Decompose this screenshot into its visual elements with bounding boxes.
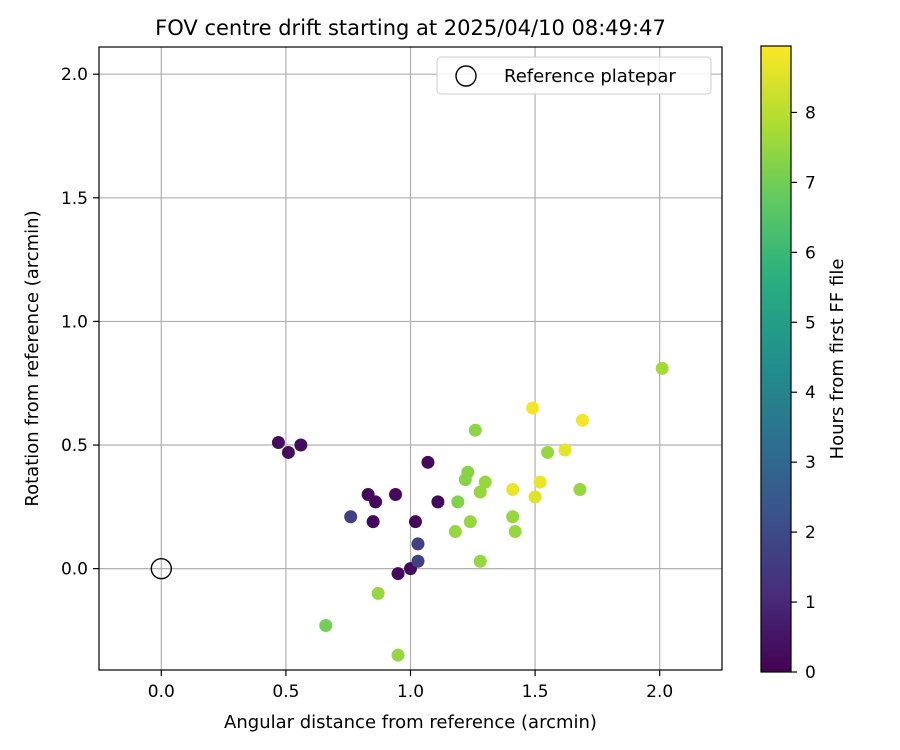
y-tick-label: 0.5 [61,436,88,456]
colorbar-label: Hours from first FF file [827,259,848,460]
data-point [526,401,540,415]
legend-box [436,56,712,95]
data-point [271,436,285,450]
x-tick-label: 0.0 [148,682,175,702]
data-points [271,361,669,662]
x-tick-label: 2.0 [646,682,673,702]
data-point [411,537,425,551]
y-tick-label: 1.0 [61,312,88,332]
x-tick-label: 1.5 [522,682,549,702]
data-point [575,413,589,427]
colorbar-tick-label: 0 [805,663,816,683]
x-axis-ticks: 0.0 0.5 1.0 1.5 2.0 [148,670,673,702]
reference-platepar-marker [150,557,173,580]
colorbar-gradient [760,45,792,673]
data-point [391,648,405,662]
data-point [478,475,492,489]
data-point [508,525,522,539]
y-tick-label: 0.0 [61,560,88,580]
data-point [431,495,445,509]
grid-lines [99,47,722,670]
data-point [458,473,472,487]
data-point [344,510,358,524]
data-point [421,455,435,469]
data-point [408,515,422,529]
legend-label-reference: Reference platepar [504,66,676,87]
data-point [294,438,308,452]
chart-title: FOV centre drift starting at 2025/04/10 … [155,16,666,40]
colorbar-tick-label: 3 [805,453,816,473]
colorbar-tick-label: 2 [805,523,816,543]
data-point [281,445,295,459]
data-point [573,483,587,497]
y-tick-label: 2.0 [61,65,88,85]
x-axis-label: Angular distance from reference (arcmin) [224,712,597,733]
colorbar-tick-label: 8 [805,103,816,123]
x-tick-label: 0.5 [272,682,299,702]
colorbar-ticks: 0 1 2 3 4 5 6 7 8 [791,103,816,683]
y-axis-ticks: 0.0 0.5 1.0 1.5 2.0 [61,65,99,580]
data-point [448,525,462,539]
data-point [411,554,425,568]
data-point [528,490,542,504]
data-point [533,475,547,489]
data-point [468,423,482,437]
y-axis-label: Rotation from reference (arcmin) [22,210,43,506]
colorbar-tick-label: 7 [805,173,816,193]
data-point [369,495,383,509]
colorbar-tick-label: 5 [805,313,816,333]
data-point [506,483,520,497]
data-point [541,445,555,459]
data-point [463,515,477,529]
reference-marker-group [150,557,173,580]
data-point [655,361,669,375]
data-point [391,567,405,581]
data-point [473,485,487,499]
data-point [371,586,385,600]
colorbar-tick-label: 4 [805,383,816,403]
data-point [451,495,465,509]
legend: Reference platepar [436,56,712,95]
colorbar-tick-label: 6 [805,243,816,263]
data-point [558,443,572,457]
data-point [506,510,520,524]
colorbar-tick-label: 1 [805,593,816,613]
colorbar: 0 1 2 3 4 5 6 7 8 Hours from first FF file [760,45,848,683]
data-point [319,619,333,632]
data-point [473,554,487,568]
y-tick-label: 1.5 [61,189,88,209]
legend-marker-reference [455,65,477,87]
x-tick-label: 1.0 [397,682,424,702]
data-point [366,515,380,529]
data-point [389,487,403,501]
